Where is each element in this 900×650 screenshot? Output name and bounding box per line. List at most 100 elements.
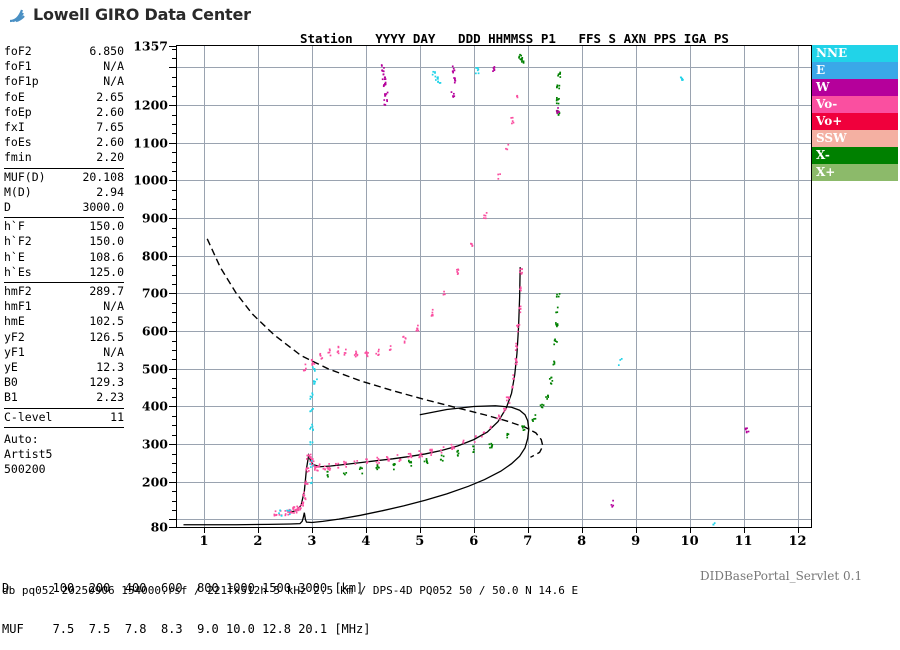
param-group-frequencies: foF2 6.850 foF1 N/A foF1p N/A foE 2.65 foEp 2.60 f… bbox=[4, 44, 124, 166]
auto-code: 500200 bbox=[4, 462, 46, 477]
station-columns-header: Station YYYY DAY DDD HHMMSS P1 FFS S AXN… bbox=[300, 31, 729, 46]
y-tick bbox=[172, 171, 177, 173]
y-tick bbox=[172, 378, 177, 380]
muf-row: MUF 7.5 7.5 7.8 8.3 9.0 10.0 12.8 20.1 [… bbox=[2, 621, 371, 636]
param-row-he: h`E 108.6 bbox=[4, 250, 124, 265]
param-row-fof1p: foF1p N/A bbox=[4, 74, 124, 89]
y-tick bbox=[169, 218, 177, 220]
trace-x-upper-cluster bbox=[518, 53, 562, 116]
param-row-clevel: C-level 11 bbox=[4, 410, 124, 425]
param-value: 102.5 bbox=[89, 314, 124, 329]
legend-item-vo[interactable]: Vo- bbox=[812, 96, 898, 113]
legend-item-vo[interactable]: Vo+ bbox=[812, 113, 898, 130]
legend-item-x[interactable]: X- bbox=[812, 147, 898, 164]
y-tick bbox=[172, 491, 177, 493]
param-key: foE bbox=[4, 89, 25, 104]
trace-x-extraordinary-echo- bbox=[326, 293, 561, 478]
x-tick bbox=[257, 528, 259, 533]
y-tick bbox=[172, 453, 177, 455]
param-value: 289.7 bbox=[89, 284, 124, 299]
y-tick-label: 1100 bbox=[133, 135, 168, 151]
param-key: M(D) bbox=[4, 184, 32, 199]
x-axis-ticks bbox=[176, 528, 812, 534]
x-tick-label: 7 bbox=[523, 534, 533, 549]
y-tick bbox=[169, 368, 177, 370]
y-tick bbox=[169, 481, 177, 483]
trace-w-vo-sporadic bbox=[380, 64, 750, 508]
param-value: 126.5 bbox=[89, 329, 124, 344]
x-tick bbox=[635, 528, 637, 533]
y-tick bbox=[172, 161, 177, 163]
param-key: hmF2 bbox=[4, 284, 32, 299]
param-value: 150.0 bbox=[89, 234, 124, 249]
legend-item-ssw[interactable]: SSW bbox=[812, 130, 898, 147]
param-row-foes: foEs 2.60 bbox=[4, 135, 124, 150]
param-key: h`Es bbox=[4, 264, 32, 279]
y-tick bbox=[172, 48, 177, 50]
param-key: yF2 bbox=[4, 329, 25, 344]
param-group-virtual-heights: h`F 150.0 h`F2 150.0 h`E 108.6 h`Es 125.0 bbox=[4, 219, 124, 280]
auto-program: Artist5 bbox=[4, 447, 53, 462]
y-tick bbox=[169, 527, 177, 528]
y-tick bbox=[172, 76, 177, 78]
x-tick bbox=[527, 528, 529, 533]
y-tick bbox=[172, 472, 177, 474]
param-value: 2.60 bbox=[96, 104, 124, 119]
y-axis-ticks bbox=[169, 45, 177, 528]
y-tick bbox=[169, 105, 177, 107]
x-tick-label: 4 bbox=[361, 534, 371, 549]
autoscaling-info: Auto: Artist5 500200 bbox=[4, 432, 124, 478]
param-divider-2 bbox=[4, 217, 124, 219]
y-tick bbox=[172, 199, 177, 201]
x-tick-label: 9 bbox=[631, 534, 641, 549]
ionospheric-parameters-panel: foF2 6.850 foF1 N/A foF1p N/A foE 2.65 foEp 2.60 f… bbox=[4, 44, 124, 477]
param-key: fmin bbox=[4, 150, 32, 165]
x-tick bbox=[689, 528, 691, 533]
y-tick bbox=[172, 302, 177, 304]
trace-type-legend[interactable]: NNE E W Vo- Vo+ SSW X- X+ bbox=[812, 45, 898, 181]
ionogram-plot[interactable] bbox=[176, 45, 812, 528]
param-row-fof2: foF2 6.850 bbox=[4, 44, 124, 59]
y-tick bbox=[172, 95, 177, 97]
y-tick-label: 400 bbox=[141, 398, 168, 414]
y-tick-label: 900 bbox=[141, 210, 168, 226]
source-file-line: db pq052 20250906 154000.rsf / 221fx512h… bbox=[2, 584, 579, 597]
servlet-version-label: DIDBasePortal_Servlet 0.1 bbox=[700, 569, 863, 583]
param-value: 7.65 bbox=[96, 120, 124, 135]
param-key: hmE bbox=[4, 314, 25, 329]
x-tick bbox=[797, 528, 799, 533]
y-tick bbox=[172, 312, 177, 314]
y-tick-label: 600 bbox=[141, 323, 168, 339]
legend-item-w[interactable]: W bbox=[812, 79, 898, 96]
y-tick bbox=[172, 397, 177, 399]
y-tick-label: 1000 bbox=[133, 172, 168, 188]
param-row-b0: B0 129.3 bbox=[4, 375, 124, 390]
x-tick bbox=[743, 528, 745, 533]
param-key: foEp bbox=[4, 104, 32, 119]
y-tick-label: 200 bbox=[141, 474, 168, 490]
param-value: 11 bbox=[110, 409, 124, 424]
param-key: B0 bbox=[4, 375, 18, 390]
y-axis-labels: 80 200 300 400 500 600 700 800 900 1000 1100 1200 13… bbox=[118, 39, 168, 535]
param-group-profile: hmF2 289.7 hmF1 N/A hmE 102.5 yF2 126.5 yF1 N/A yE… bbox=[4, 284, 124, 406]
param-value: 2.60 bbox=[96, 135, 124, 150]
y-tick bbox=[172, 114, 177, 116]
x-tick bbox=[581, 528, 583, 533]
legend-item-nne[interactable]: NNE bbox=[812, 45, 898, 62]
y-tick bbox=[172, 189, 177, 191]
y-tick bbox=[169, 142, 177, 144]
y-tick-label: 800 bbox=[141, 248, 168, 264]
param-value: 108.6 bbox=[89, 249, 124, 264]
param-divider-4 bbox=[4, 407, 124, 409]
x-tick-label: 12 bbox=[788, 534, 807, 549]
param-key: foEs bbox=[4, 135, 32, 150]
legend-item-e[interactable]: E bbox=[812, 62, 898, 79]
param-divider-1 bbox=[4, 167, 124, 169]
legend-item-x[interactable]: X+ bbox=[812, 164, 898, 181]
param-key: D bbox=[4, 200, 11, 215]
param-row-foe: foE 2.65 bbox=[4, 90, 124, 105]
y-tick bbox=[169, 331, 177, 333]
param-row-hf: h`F 150.0 bbox=[4, 219, 124, 234]
plot-inner bbox=[177, 46, 811, 527]
trace-nne bbox=[278, 67, 716, 526]
